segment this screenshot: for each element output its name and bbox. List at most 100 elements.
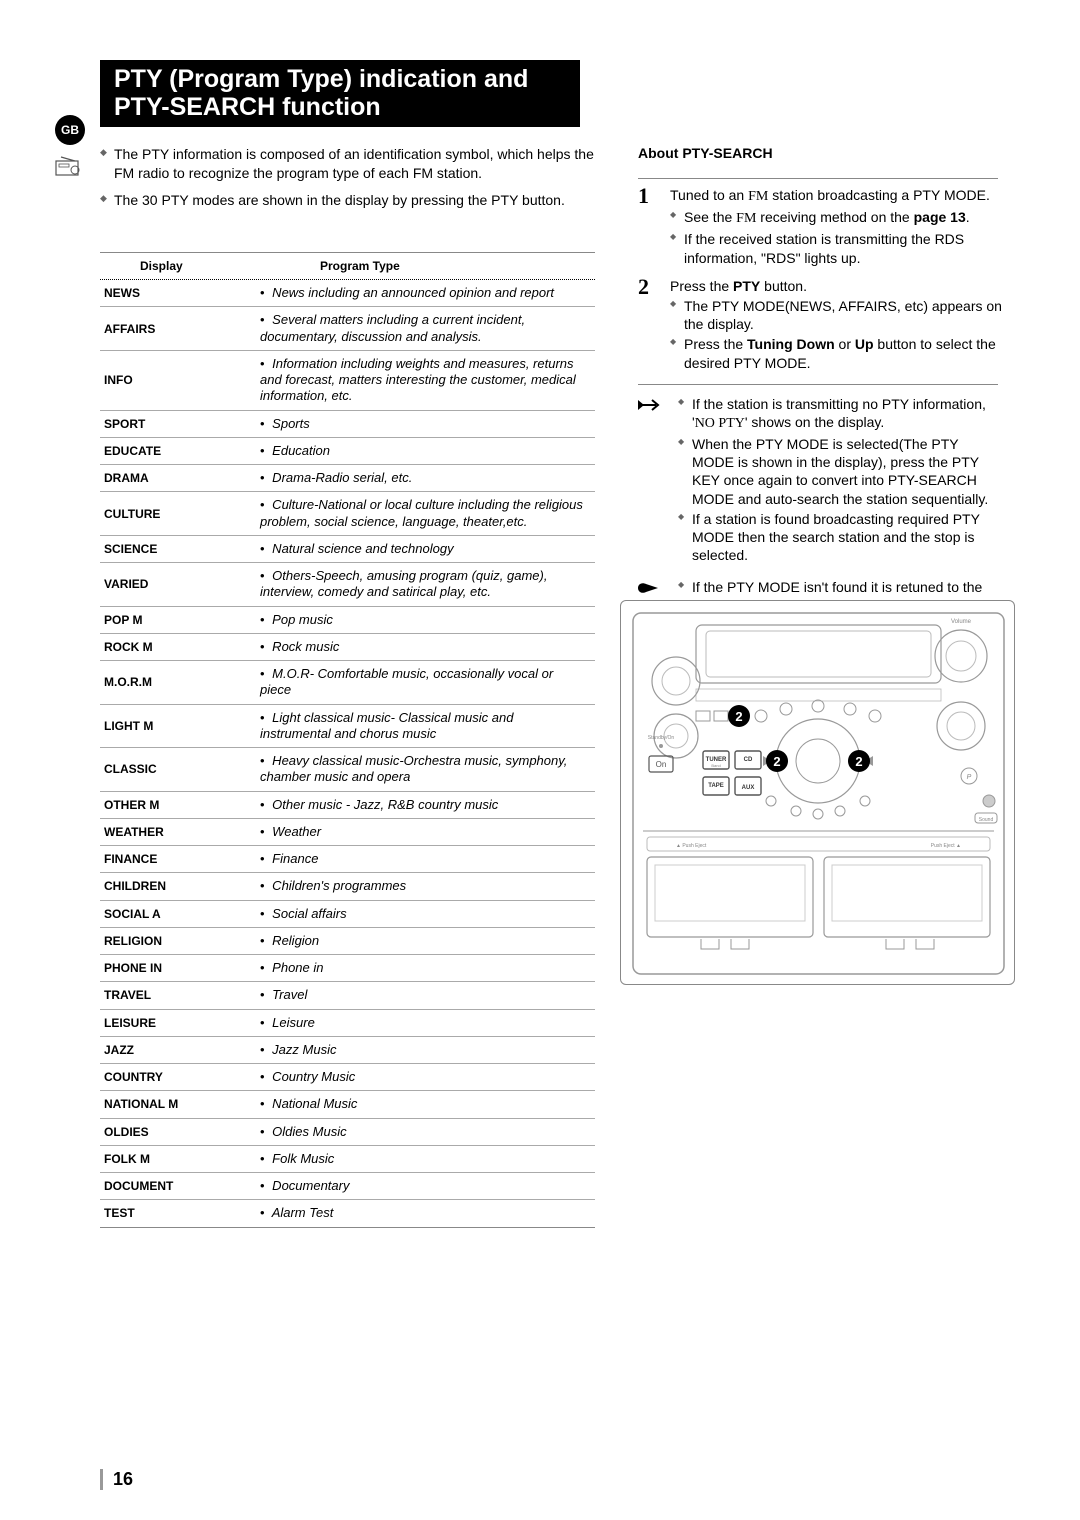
svg-text:Push Eject ▲: Push Eject ▲ <box>931 843 961 849</box>
table-row: FINANCE• Finance <box>100 846 595 873</box>
row-type: • News including an announced opinion an… <box>260 285 595 301</box>
row-type: • Oldies Music <box>260 1124 595 1140</box>
table-row: COUNTRY• Country Music <box>100 1064 595 1091</box>
svg-text:2: 2 <box>735 709 742 724</box>
table-row: DOCUMENT• Documentary <box>100 1173 595 1200</box>
arrow-icon <box>636 397 664 413</box>
step-sub: The PTY MODE(NEWS, AFFAIRS, etc) appears… <box>670 297 1003 333</box>
row-type: • Weather <box>260 824 595 840</box>
step-sub: If the received station is transmitting … <box>670 230 1003 266</box>
table-row: M.O.R.M• M.O.R- Comfortable music, occas… <box>100 661 595 705</box>
row-type: • Children's programmes <box>260 878 595 894</box>
step-sub: Press the Tuning Down or Up button to se… <box>670 335 1003 371</box>
table-row: INFO• Information including weights and … <box>100 351 595 411</box>
row-type: • Jazz Music <box>260 1042 595 1058</box>
table-row: CLASSIC• Heavy classical music-Orchestra… <box>100 748 595 792</box>
table-row: FOLK M• Folk Music <box>100 1146 595 1173</box>
svg-text:2: 2 <box>855 754 862 769</box>
row-type: • Others-Speech, amusing program (quiz, … <box>260 568 595 601</box>
note-arrow: If the station is transmitting no PTY in… <box>638 395 1003 565</box>
row-display: CHILDREN <box>100 879 260 893</box>
row-type: • Rock music <box>260 639 595 655</box>
svg-text:CD: CD <box>744 757 753 763</box>
row-type: • Travel <box>260 987 595 1003</box>
device-svg: Volume P Sound Standby/On On TUNER Band … <box>621 601 1016 986</box>
table-row: SOCIAL A• Social affairs <box>100 901 595 928</box>
row-display: WEATHER <box>100 825 260 839</box>
row-display: TEST <box>100 1206 260 1220</box>
row-type: • Religion <box>260 933 595 949</box>
row-type: • Other music - Jazz, R&B country music <box>260 797 595 813</box>
row-type: • Natural science and technology <box>260 541 595 557</box>
table-row: OTHER M• Other music - Jazz, R&B country… <box>100 792 595 819</box>
table-row: LEISURE• Leisure <box>100 1010 595 1037</box>
row-type: • Country Music <box>260 1069 595 1085</box>
row-display: FINANCE <box>100 852 260 866</box>
row-type: • Finance <box>260 851 595 867</box>
row-type: • Drama-Radio serial, etc. <box>260 470 595 486</box>
row-display: INFO <box>100 373 260 387</box>
row-type: • Leisure <box>260 1015 595 1031</box>
table-row: CULTURE• Culture-National or local cultu… <box>100 492 595 536</box>
row-display: DRAMA <box>100 471 260 485</box>
table-row: JAZZ• Jazz Music <box>100 1037 595 1064</box>
row-display: CULTURE <box>100 507 260 521</box>
table-row: SCIENCE• Natural science and technology <box>100 536 595 563</box>
row-display: CLASSIC <box>100 762 260 776</box>
intro-bullet: The 30 PTY modes are shown in the displa… <box>100 191 595 210</box>
step-number: 1 <box>638 182 649 211</box>
row-display: M.O.R.M <box>100 675 260 689</box>
step-sub: See the FM receiving method on the page … <box>670 208 1003 228</box>
page-title: PTY (Program Type) indication and PTY-SE… <box>100 60 580 127</box>
row-display: NEWS <box>100 286 260 300</box>
device-figure: Volume P Sound Standby/On On TUNER Band … <box>620 600 1015 985</box>
table-row: DRAMA• Drama-Radio serial, etc. <box>100 465 595 492</box>
on-button: On <box>656 760 667 769</box>
note-sub: If a station is found broadcasting requi… <box>678 510 1003 565</box>
row-type: • Several matters including a current in… <box>260 312 595 345</box>
svg-text:AUX: AUX <box>742 785 755 791</box>
row-display: RELIGION <box>100 934 260 948</box>
row-display: SOCIAL A <box>100 907 260 921</box>
svg-text:Volume: Volume <box>951 619 972 625</box>
rule <box>638 384 998 385</box>
row-display: SCIENCE <box>100 542 260 556</box>
header-display: Display <box>100 259 260 273</box>
svg-text:Band: Band <box>711 763 720 768</box>
row-display: OLDIES <box>100 1125 260 1139</box>
table-row: TEST• Alarm Test <box>100 1200 595 1226</box>
table-row: TRAVEL• Travel <box>100 982 595 1009</box>
table-row: VARIED• Others-Speech, amusing program (… <box>100 563 595 607</box>
row-type: • Information including weights and meas… <box>260 356 595 405</box>
row-display: ROCK M <box>100 640 260 654</box>
row-display: EDUCATE <box>100 444 260 458</box>
step-lead: Press the PTY button. <box>670 277 1003 295</box>
row-display: TRAVEL <box>100 988 260 1002</box>
table-row: RELIGION• Religion <box>100 928 595 955</box>
row-type: • Documentary <box>260 1178 595 1194</box>
pty-table: Display Program Type NEWS• News includin… <box>100 252 595 1228</box>
table-row: NATIONAL M• National Music <box>100 1091 595 1118</box>
row-display: NATIONAL M <box>100 1097 260 1111</box>
step-number: 2 <box>638 273 649 302</box>
table-row: AFFAIRS• Several matters including a cur… <box>100 307 595 351</box>
row-type: • Pop music <box>260 612 595 628</box>
table-row: OLDIES• Oldies Music <box>100 1119 595 1146</box>
table-row: SPORT• Sports <box>100 411 595 438</box>
page-number: 16 <box>100 1469 133 1490</box>
row-type: • Education <box>260 443 595 459</box>
table-row: WEATHER• Weather <box>100 819 595 846</box>
row-display: LIGHT M <box>100 719 260 733</box>
svg-text:Standby/On: Standby/On <box>648 735 675 741</box>
table-row: PHONE IN• Phone in <box>100 955 595 982</box>
table-row: EDUCATE• Education <box>100 438 595 465</box>
step-2: 2 Press the PTY button. The PTY MODE(NEW… <box>638 277 1003 372</box>
row-type: • Alarm Test <box>260 1205 595 1221</box>
about-title: About PTY-SEARCH <box>638 145 773 161</box>
note-sub: If the station is transmitting no PTY in… <box>678 395 1003 433</box>
row-display: JAZZ <box>100 1043 260 1057</box>
side-radio-icon <box>55 155 85 177</box>
step-lead: Tuned to an FM station broadcasting a PT… <box>670 186 1003 206</box>
row-display: FOLK M <box>100 1152 260 1166</box>
svg-text:Sound: Sound <box>979 817 994 823</box>
